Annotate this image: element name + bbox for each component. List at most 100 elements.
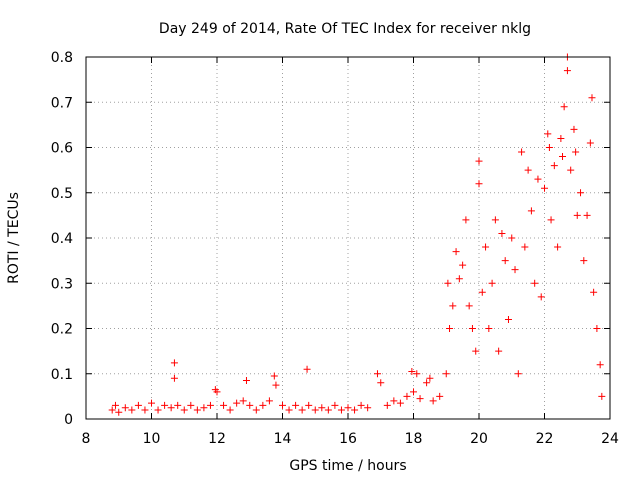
data-point [403, 392, 411, 400]
data-point [408, 367, 416, 375]
data-point [115, 408, 123, 416]
data-point [337, 406, 345, 414]
y-tick-label: 0 [64, 412, 73, 428]
data-point [170, 374, 178, 382]
data-point [598, 392, 606, 400]
data-point [324, 406, 332, 414]
data-point [436, 392, 444, 400]
data-point [108, 406, 116, 414]
data-point [242, 377, 250, 385]
y-tick-label: 0.6 [51, 141, 73, 157]
data-point [588, 94, 596, 102]
data-point [373, 370, 381, 378]
data-point [514, 370, 522, 378]
data-point [285, 406, 293, 414]
data-point [544, 130, 552, 138]
data-point [572, 148, 580, 156]
data-point [482, 243, 490, 251]
data-point [573, 211, 581, 219]
data-point [279, 401, 286, 409]
data-point [583, 211, 591, 219]
y-tick-label: 0.4 [51, 231, 73, 247]
data-point [233, 399, 241, 407]
data-point [364, 404, 372, 412]
data-point [577, 189, 585, 197]
data-point [531, 279, 539, 287]
data-point [206, 401, 214, 409]
y-tick-label: 0.1 [51, 367, 73, 383]
x-tick-label: 16 [339, 431, 357, 447]
data-point [586, 139, 594, 147]
data-point [351, 406, 359, 414]
data-point [246, 401, 254, 409]
data-point [534, 175, 542, 183]
data-point [485, 325, 493, 332]
data-point [259, 401, 267, 409]
data-point [449, 302, 457, 310]
data-point [292, 401, 300, 409]
data-point [475, 180, 483, 188]
data-point [134, 401, 142, 409]
data-point [521, 243, 529, 251]
data-point [180, 406, 188, 414]
data-point [455, 275, 463, 283]
x-tick-label: 20 [470, 431, 488, 447]
data-point [504, 315, 512, 323]
data-point [590, 288, 598, 296]
data-point [303, 365, 311, 373]
axes: 8 10 12 14 16 18 20 22 24 0 0.1 0.2 0.3 0.4 0.5 0.6 0.7 0… [51, 50, 619, 447]
data-point [167, 404, 175, 412]
data-point [270, 372, 278, 380]
data-point [410, 388, 417, 396]
data-point [593, 325, 601, 332]
data-point [193, 406, 201, 414]
data-point [478, 288, 486, 296]
data-point [468, 325, 476, 332]
x-tick-label: 24 [601, 431, 619, 447]
data-point [550, 162, 558, 170]
data-point [508, 234, 516, 242]
data-point [557, 134, 565, 142]
data-point [121, 404, 129, 412]
data-point [311, 406, 319, 414]
data-point [475, 157, 483, 165]
data-point [413, 370, 421, 378]
data-point [331, 401, 339, 409]
data-point [472, 347, 480, 355]
data-point [305, 401, 313, 409]
data-point [357, 401, 365, 409]
x-tick-label: 14 [274, 431, 292, 447]
grid-lines [86, 57, 610, 419]
y-tick-label: 0.8 [51, 50, 73, 66]
data-point [220, 401, 228, 409]
x-tick-label: 22 [536, 431, 554, 447]
x-tick-label: 18 [405, 431, 423, 447]
data-point [465, 302, 473, 310]
data-point [559, 153, 567, 161]
data-point [570, 125, 578, 133]
data-point [423, 379, 431, 387]
data-point [491, 216, 499, 224]
data-point [226, 406, 234, 414]
y-tick-label: 0.5 [51, 186, 73, 202]
data-point [524, 166, 532, 174]
data-point [396, 399, 404, 407]
data-point [141, 406, 149, 414]
data-point [511, 266, 519, 274]
data-point [462, 216, 470, 224]
data-point [344, 404, 352, 412]
x-tick-label: 8 [82, 431, 91, 447]
data-point [318, 404, 326, 412]
data-point [498, 229, 506, 237]
data-point [200, 404, 208, 412]
data-point [580, 257, 588, 265]
data-point [416, 395, 424, 403]
data-point [429, 397, 437, 405]
chart-title: Day 249 of 2014, Rate Of TEC Index for r… [159, 21, 531, 37]
data-point [170, 359, 178, 367]
data-point [239, 397, 247, 405]
x-tick-label: 12 [208, 431, 226, 447]
data-point [383, 401, 391, 409]
data-point [563, 67, 571, 75]
data-point [501, 257, 509, 265]
